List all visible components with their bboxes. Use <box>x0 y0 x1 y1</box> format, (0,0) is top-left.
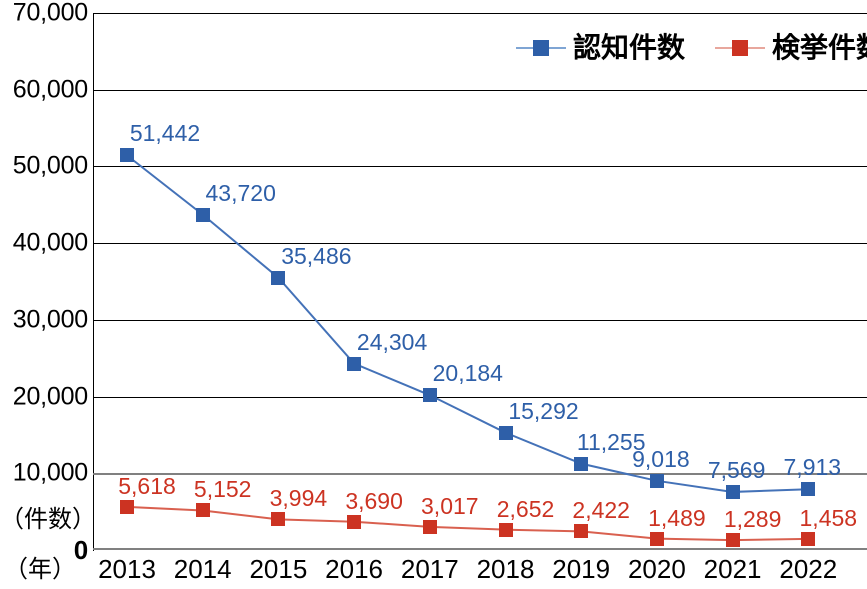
data-point-marker <box>120 499 134 514</box>
gridline <box>93 166 867 168</box>
x-axis-tick-label: 2017 <box>400 554 459 584</box>
data-point-marker <box>120 148 134 163</box>
data-point-marker <box>347 514 362 529</box>
x-axis-tick-label: 2022 <box>779 554 838 584</box>
data-point-label: 3,690 <box>345 487 403 514</box>
gridline <box>93 13 867 14</box>
gridline <box>93 243 867 245</box>
x-axis-tick-label: 2021 <box>703 554 762 584</box>
data-point-marker <box>195 207 210 222</box>
y-axis-tick-label: 0 <box>73 535 88 565</box>
data-point-label: 1,289 <box>723 506 782 533</box>
data-point-label: 7,913 <box>783 454 842 481</box>
data-point-label: 43,720 <box>205 179 276 206</box>
data-point-marker <box>649 531 664 546</box>
gridline <box>93 319 867 321</box>
x-axis-tick-label: 2015 <box>249 554 308 584</box>
y-axis-line <box>93 13 94 551</box>
data-point-label: 1,458 <box>799 504 858 531</box>
x-axis-tick-label: 2018 <box>476 554 535 584</box>
y-axis-unit-label: （件数） <box>0 506 96 533</box>
series-line <box>126 505 809 542</box>
data-point-marker <box>271 512 286 527</box>
legend-label: 検挙件数 <box>772 32 867 63</box>
x-axis-unit-label: （年） <box>4 556 76 583</box>
data-point-label: 20,184 <box>432 360 503 387</box>
data-point-label: 35,486 <box>281 242 352 269</box>
data-point-marker <box>347 356 362 371</box>
data-point-label: 2,652 <box>496 495 555 522</box>
legend-marker-icon <box>516 40 566 56</box>
chart-legend: 認知件数 検挙件数 <box>516 26 867 70</box>
legend-item[interactable]: 検挙件数 <box>715 34 867 62</box>
gridline <box>93 89 867 91</box>
data-point-marker <box>574 524 589 539</box>
data-point-marker <box>649 473 664 488</box>
data-point-marker <box>801 482 816 497</box>
legend-item[interactable]: 認知件数 <box>516 34 685 62</box>
data-point-marker <box>801 531 816 546</box>
y-axis-tick-label: 70,000 <box>12 0 88 27</box>
plot-area: 51,442 43,720 35,486 24,304 20,184 15,292 11,2… <box>93 13 867 550</box>
legend-label: 認知件数 <box>573 32 686 63</box>
series-lines <box>126 154 809 542</box>
y-axis-labels: 0 10,000 20,000 30,000 40,000 50,000 60,000 70,… <box>0 0 88 589</box>
x-axis-tick-label: 2014 <box>173 554 232 584</box>
x-axis-line <box>93 548 867 550</box>
data-point-marker <box>725 484 740 499</box>
data-point-marker <box>422 388 437 403</box>
data-point-marker <box>271 270 286 285</box>
data-point-label: 24,304 <box>356 328 428 355</box>
gridline <box>93 473 867 476</box>
series-line <box>126 154 809 493</box>
data-point-label: 51,442 <box>129 120 201 147</box>
y-axis-tick-label: 20,000 <box>12 382 88 411</box>
data-point-marker <box>498 522 513 537</box>
legend-marker-icon <box>715 40 766 56</box>
gridline <box>93 396 867 398</box>
y-axis-tick-label: 30,000 <box>12 305 88 334</box>
y-axis-tick-label: 40,000 <box>12 228 88 257</box>
data-point-marker <box>498 425 513 440</box>
x-axis-tick-label: 2016 <box>325 554 384 584</box>
data-point-label: 3,017 <box>421 492 479 519</box>
y-axis-tick-label: 10,000 <box>12 458 88 487</box>
data-point-label: 9,018 <box>632 445 690 472</box>
data-point-label: 1,489 <box>648 504 706 531</box>
data-point-label: 3,994 <box>269 485 328 512</box>
data-point-label: 7,569 <box>707 456 766 483</box>
data-point-label: 2,422 <box>572 497 630 524</box>
data-point-label: 15,292 <box>508 397 579 424</box>
data-point-label: 11,255 <box>576 428 646 455</box>
data-point-marker <box>195 503 210 518</box>
data-point-marker <box>422 519 437 534</box>
data-point-label: 5,618 <box>118 472 176 499</box>
x-axis-tick-label: 2020 <box>627 554 686 584</box>
y-axis-tick-label: 60,000 <box>12 75 88 104</box>
y-axis-tick-label: 50,000 <box>12 151 88 180</box>
data-point-marker <box>574 456 589 471</box>
x-axis-labels: 2013 2014 2015 2016 2017 2018 2019 2020 2021 2022 <box>93 556 867 589</box>
x-axis-tick-label: 2013 <box>98 554 156 584</box>
data-point-label: 5,152 <box>193 476 252 503</box>
data-point-marker <box>725 533 740 548</box>
x-axis-tick-label: 2019 <box>552 554 611 584</box>
